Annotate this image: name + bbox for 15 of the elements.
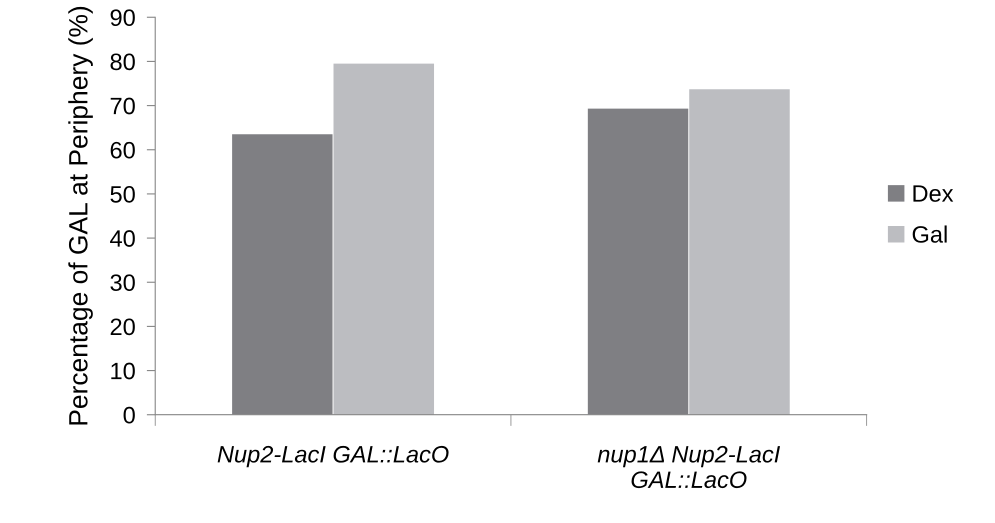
y-tick-label: 80 — [110, 53, 135, 70]
y-tick-label: 60 — [110, 142, 135, 159]
y-tick-label: 0 — [124, 406, 135, 424]
y-tick-label: 40 — [110, 230, 135, 247]
x-tick-label: Nup2-LacI GAL::LacO — [218, 446, 449, 468]
y-tick-label: 20 — [110, 318, 135, 336]
x-tick-label: nup1Δ Nup2-LacI GAL::LacO — [598, 446, 780, 488]
y-tick-label: 30 — [110, 274, 135, 292]
y-tick-label: 10 — [111, 362, 135, 380]
y-axis-title: Percentage of GAL at Periphery (%) — [68, 6, 93, 425]
y-tick-label: 90 — [110, 9, 135, 26]
y-tick-label: 70 — [110, 98, 135, 114]
legend-label: Dex — [913, 185, 954, 202]
y-tick-label: 50 — [110, 186, 135, 203]
legend-label: Gal — [912, 225, 947, 243]
